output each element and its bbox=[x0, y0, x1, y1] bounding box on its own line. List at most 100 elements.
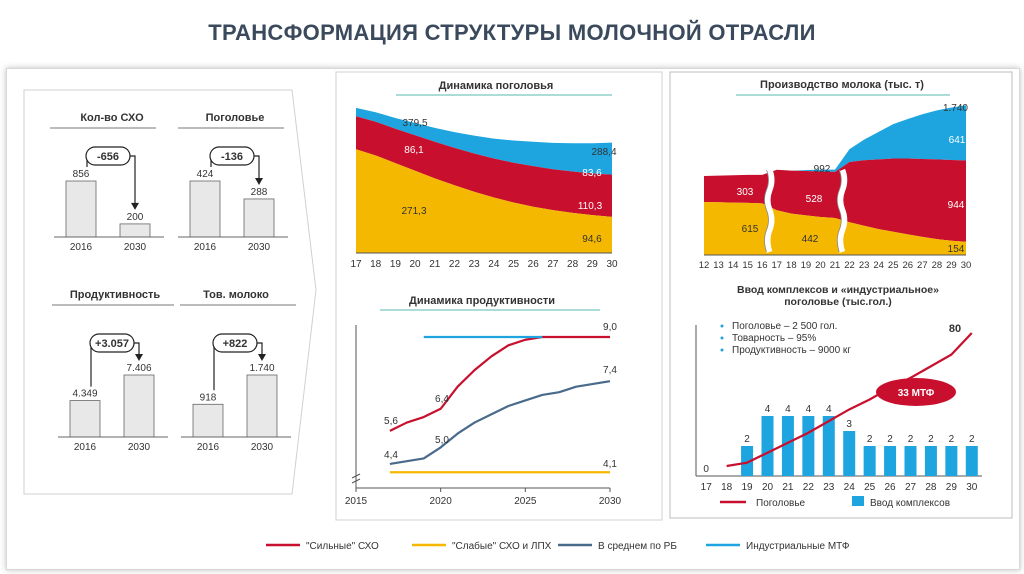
bar-value: 4 bbox=[765, 404, 771, 415]
milk-production-chart: Производство молока (тыс. т) 12 13 14 15 16 17… bbox=[699, 79, 972, 271]
small-chart-title: Продуктивность bbox=[70, 289, 161, 301]
complex-bar-21 bbox=[781, 416, 794, 476]
complex-bar-25 bbox=[863, 446, 876, 476]
legend-label: Индустриальные МТФ bbox=[746, 541, 850, 552]
yellow-start-label: 615 bbox=[742, 224, 759, 235]
total-start-label: 379,5 bbox=[402, 118, 427, 129]
change-bubble bbox=[85, 146, 131, 166]
x-tick: 20 bbox=[815, 260, 826, 271]
small-bar-value: 7.406 bbox=[126, 363, 151, 374]
small-bar-category: 2030 bbox=[251, 442, 274, 453]
x-tick: 27 bbox=[917, 260, 928, 271]
point-label: 4,1 bbox=[603, 459, 617, 470]
x-tick: 2025 bbox=[514, 496, 537, 507]
legend-label: В среднем по РБ bbox=[598, 541, 677, 552]
legend-label: Поголовье bbox=[756, 498, 806, 509]
bullet-text: Товарность – 95% bbox=[732, 333, 816, 344]
x-tick: 25 bbox=[864, 482, 876, 493]
small-bar-value: 4.349 bbox=[72, 389, 97, 400]
x-tick: 30 bbox=[966, 482, 978, 493]
x-tick: 15 bbox=[742, 260, 753, 271]
mtf-badge-text: 33 МТФ bbox=[898, 388, 935, 399]
point-label: 5,0 bbox=[435, 435, 449, 446]
x-tick: 24 bbox=[844, 482, 856, 493]
legend-label: "Слабые" СХО и ЛПХ bbox=[452, 540, 552, 552]
x-tick: 24 bbox=[873, 260, 884, 271]
small-bar-category: 2030 bbox=[128, 442, 151, 453]
complex-bar-26 bbox=[884, 446, 897, 476]
x-tick: 12 bbox=[699, 260, 710, 271]
complex-bar-30 bbox=[965, 446, 978, 476]
bullet-text: Продуктивность – 9000 кг bbox=[732, 345, 851, 356]
line-series-1 bbox=[389, 380, 611, 466]
legend-label: "Сильные" СХО bbox=[306, 541, 379, 552]
small-bar-value: 1.740 bbox=[249, 363, 274, 374]
productivity-chart: Динамика продуктивности 2015 2020 2025 2030 5… bbox=[345, 295, 622, 507]
x-tick: 26 bbox=[885, 482, 897, 493]
change-value: -136 bbox=[221, 151, 243, 163]
small-bar-value: 918 bbox=[200, 392, 217, 403]
small-bar-2030 bbox=[246, 374, 278, 438]
red-start-label: 86,1 bbox=[404, 145, 424, 156]
change-arrowhead bbox=[255, 177, 263, 185]
change-value: +3.057 bbox=[95, 338, 129, 350]
axis-break bbox=[764, 168, 775, 253]
x-tick: 22 bbox=[844, 260, 855, 271]
small-bar-category: 2016 bbox=[74, 442, 97, 453]
change-arrowhead bbox=[135, 354, 143, 361]
mtf-badge bbox=[876, 378, 956, 406]
total-mid-label: 992 bbox=[814, 164, 831, 175]
change-bubble bbox=[212, 333, 258, 353]
red-start-label: 303 bbox=[737, 187, 754, 198]
small-bar-2016 bbox=[69, 400, 101, 438]
point-label: 5,6 bbox=[384, 416, 398, 427]
x-tick: 30 bbox=[961, 260, 972, 271]
red-end-label: 944 bbox=[948, 200, 965, 211]
complexes-chart: Ввод комплексов и «индустриальное»поголо… bbox=[695, 284, 982, 509]
x-tick: 18 bbox=[786, 260, 797, 271]
red-mid-label: 528 bbox=[806, 194, 823, 205]
axis-break-edge bbox=[836, 169, 842, 253]
x-tick: 16 bbox=[757, 260, 768, 271]
point-label: 4,4 bbox=[384, 450, 398, 461]
small-bar-value: 856 bbox=[73, 169, 90, 180]
bullet-text: Поголовье – 2 500 гол. bbox=[732, 321, 837, 332]
x-tick: 22 bbox=[803, 482, 815, 493]
x-tick: 21 bbox=[830, 260, 841, 271]
small-bar-value: 200 bbox=[127, 212, 144, 223]
line-end-label: 80 bbox=[949, 323, 961, 335]
x-tick: 22 bbox=[449, 259, 461, 270]
change-arrowhead bbox=[258, 354, 266, 361]
change-arrowhead bbox=[131, 202, 139, 210]
bar-value: 4 bbox=[785, 404, 791, 415]
small-bar-2030 bbox=[243, 198, 275, 238]
bar-value: 2 bbox=[887, 434, 893, 445]
complex-bar-29 bbox=[945, 446, 958, 476]
x-tick: 30 bbox=[606, 259, 618, 270]
bar-value: 0 bbox=[703, 464, 709, 475]
small-bar-category: 2030 bbox=[248, 242, 271, 253]
bullet-dot bbox=[720, 324, 724, 328]
chart-title: поголовье (тыс.гол.) bbox=[784, 296, 892, 308]
bar-value: 2 bbox=[867, 434, 873, 445]
x-tick: 20 bbox=[762, 482, 774, 493]
small-bar-category: 2016 bbox=[194, 242, 217, 253]
x-tick: 19 bbox=[801, 260, 812, 271]
x-tick: 19 bbox=[390, 259, 402, 270]
area-2 bbox=[704, 105, 966, 176]
bar-value: 4 bbox=[826, 404, 832, 415]
legend-bar-swatch bbox=[852, 496, 864, 506]
chart-title: Ввод комплексов и «индустриальное» bbox=[737, 284, 939, 296]
complex-bar-28 bbox=[924, 446, 937, 476]
bullet-dot bbox=[720, 336, 724, 340]
complex-bar-19 bbox=[741, 446, 754, 476]
x-tick: 29 bbox=[946, 260, 957, 271]
x-tick: 25 bbox=[508, 259, 520, 270]
x-tick: 21 bbox=[782, 482, 794, 493]
x-tick: 23 bbox=[469, 259, 481, 270]
x-tick: 17 bbox=[771, 260, 782, 271]
small-bar-category: 2016 bbox=[70, 242, 93, 253]
bar-value: 2 bbox=[928, 434, 934, 445]
yellow-end-label: 154 bbox=[948, 244, 965, 255]
small-bar-2016 bbox=[189, 180, 221, 238]
